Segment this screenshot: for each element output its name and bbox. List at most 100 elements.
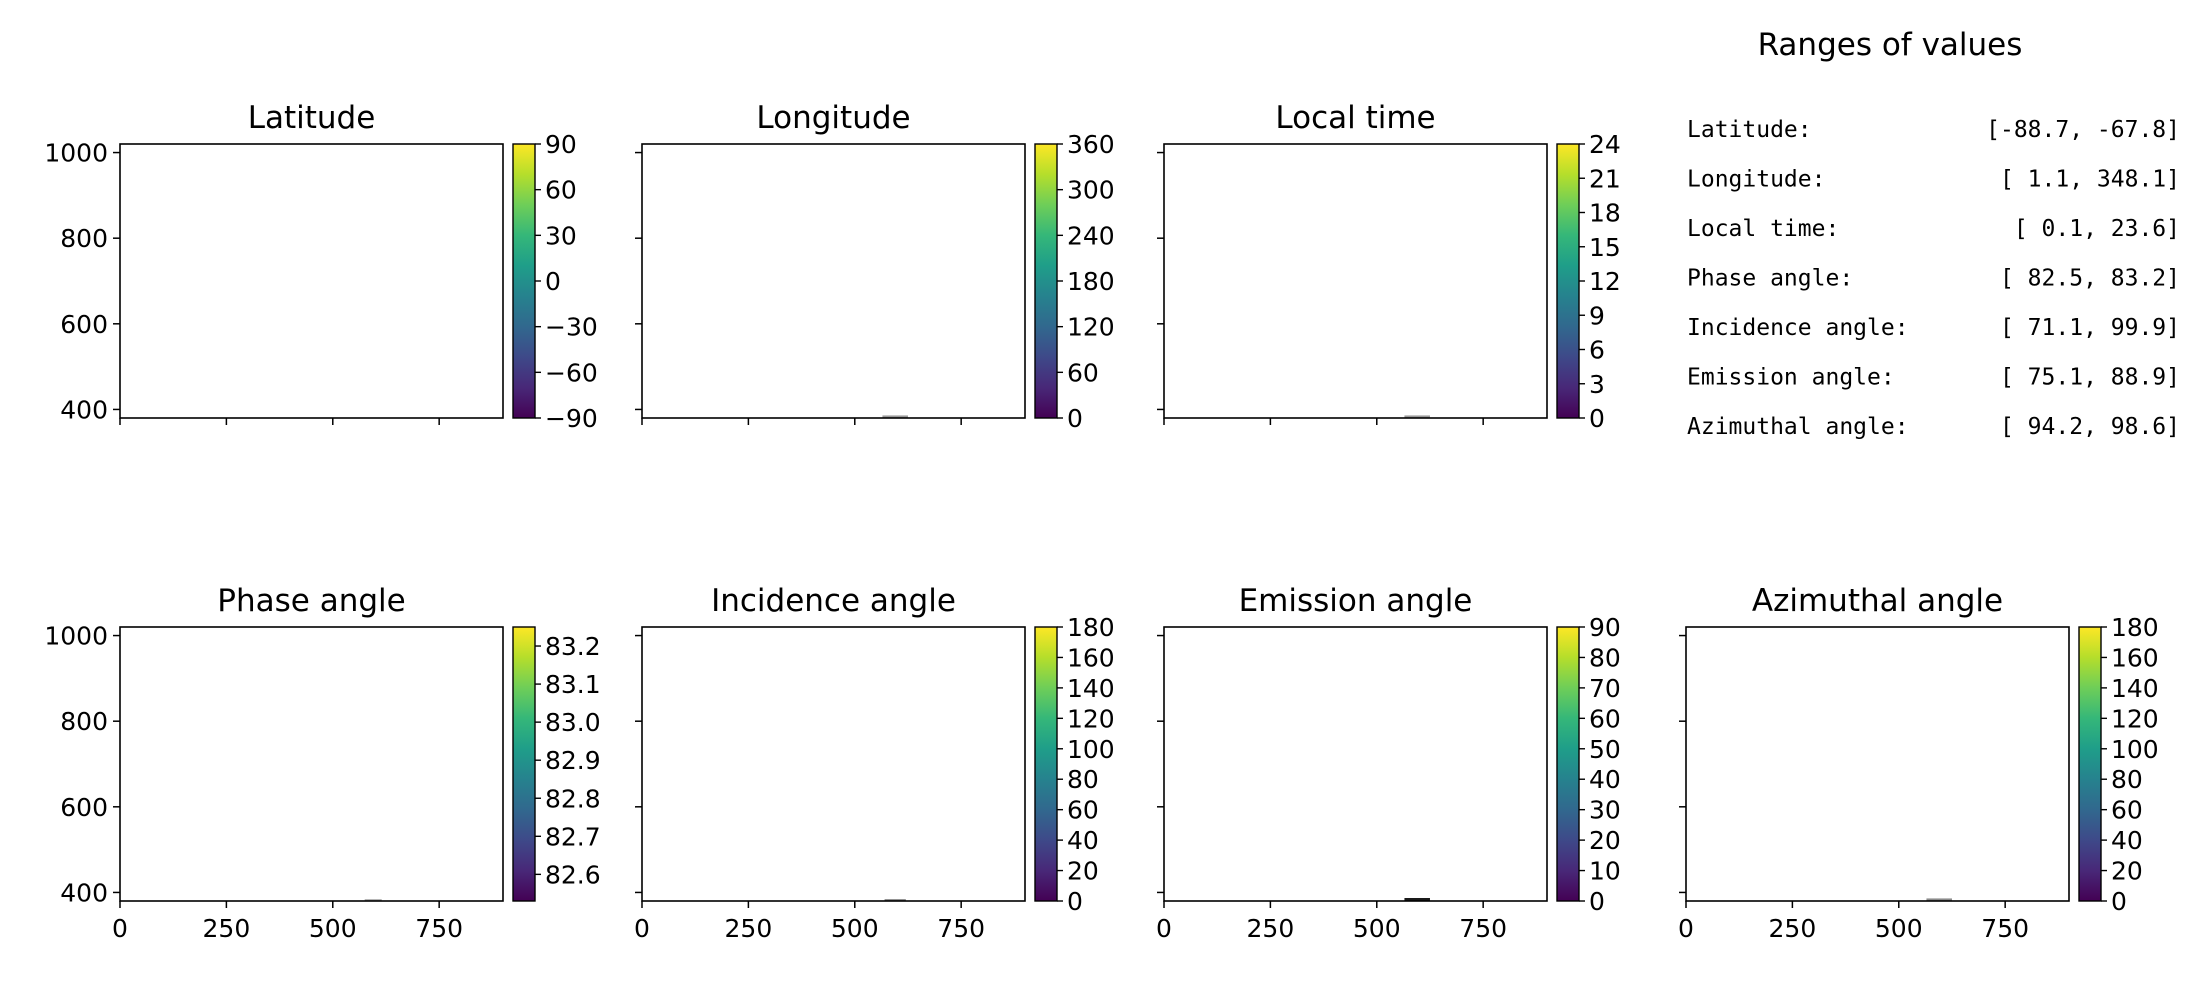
colorbar	[1034, 143, 1058, 419]
colorbar-tick-label: 360	[1067, 130, 1115, 159]
axes-frame	[641, 143, 1026, 419]
subplot-title: Emission angle	[1239, 583, 1473, 619]
axes-frame	[641, 626, 1026, 902]
colorbar	[1034, 626, 1058, 902]
colorbar-tick-label: 83.2	[545, 632, 601, 661]
colorbar-tick-label: 60	[545, 176, 577, 205]
range-label: Incidence angle:	[1687, 315, 1909, 341]
colorbar-tick-label: 0	[545, 267, 561, 296]
subplot-local-time: Local time 0 3 6 9 12 15 18 21 24	[1157, 100, 1621, 433]
range-label: Phase angle:	[1687, 266, 1853, 292]
range-value: [ 82.5, 83.2]	[2000, 266, 2180, 292]
subplots: Latitude4006008001000−90−60−300306090Lon…	[44, 100, 2158, 943]
colorbar-tick-label: 20	[1589, 826, 1621, 855]
colorbar-tick-label: 83.1	[545, 670, 601, 699]
x-tick-label: 750	[1981, 914, 2029, 943]
colorbar-tick-label: 300	[1067, 176, 1115, 205]
y-tick-label: 800	[60, 707, 108, 736]
colorbar-tick-label: 82.9	[545, 746, 601, 775]
colorbar-tick-label: 60	[2111, 796, 2143, 825]
colorbar-tick-label: 82.6	[545, 860, 601, 889]
colorbar-tick-label: −60	[545, 358, 598, 387]
y-tick-label: 1000	[44, 622, 108, 651]
ranges-rows: Latitude: [-88.7, -67.8] Longitude: [ 1.1, …	[1687, 117, 2180, 440]
colorbar-tick-label: 9	[1589, 301, 1605, 330]
colorbar-tick-label: 140	[1067, 674, 1115, 703]
colorbar	[2078, 626, 2102, 902]
colorbar-tick-label: 240	[1067, 221, 1115, 250]
x-tick-label: 250	[1769, 914, 1817, 943]
colorbar-tick-label: 80	[1067, 765, 1099, 794]
colorbar-tick-label: 60	[1067, 796, 1099, 825]
colorbar-tick-label: 40	[1067, 826, 1099, 855]
x-tick-label: 500	[831, 914, 879, 943]
colorbar-tick-label: 82.8	[545, 784, 601, 813]
subplot-longitude: Longitude 0 60 120 180 240 300 360	[635, 100, 1115, 433]
colorbar-tick-label: 6	[1589, 336, 1605, 365]
subplot-latitude: Latitude 400 600 800 1000 −90 −60 −30 0 30 60 90	[44, 100, 597, 433]
colorbar-tick-label: 120	[1067, 704, 1115, 733]
colorbar-tick-label: 0	[1067, 887, 1083, 916]
colorbar-tick-label: 100	[2111, 735, 2159, 764]
colorbar-tick-label: 0	[1589, 404, 1605, 433]
y-tick-label: 1000	[44, 139, 108, 168]
y-tick-label: 600	[60, 310, 108, 339]
range-value: [ 1.1, 348.1]	[2000, 167, 2180, 193]
x-tick-label: 250	[725, 914, 773, 943]
colorbar-tick-label: 160	[2111, 643, 2159, 672]
colorbar-tick-label: 30	[545, 221, 577, 250]
colorbar-tick-label: 100	[1067, 735, 1115, 764]
y-tick-label: 800	[60, 224, 108, 253]
colorbar-tick-label: 10	[1589, 857, 1621, 886]
colorbar-tick-label: 40	[2111, 826, 2143, 855]
colorbar-tick-label: 120	[2111, 704, 2159, 733]
subplot-title: Incidence angle	[711, 583, 956, 619]
x-tick-label: 500	[309, 914, 357, 943]
x-tick-label: 0	[112, 914, 128, 943]
range-value: [ 0.1, 23.6]	[2014, 216, 2180, 242]
colorbar-tick-label: 40	[1589, 765, 1621, 794]
colorbar-tick-label: 120	[1067, 313, 1115, 342]
subplot-title: Azimuthal angle	[1752, 583, 2003, 619]
colorbar-tick-label: 15	[1589, 233, 1621, 262]
subplot-title: Latitude	[248, 100, 376, 136]
colorbar-tick-label: −30	[545, 313, 598, 342]
range-label: Emission angle:	[1687, 365, 1895, 391]
colorbar-tick-label: 80	[2111, 765, 2143, 794]
colorbar-tick-label: −90	[545, 404, 598, 433]
axes-frame	[1163, 143, 1548, 419]
range-value: [-88.7, -67.8]	[1986, 117, 2180, 143]
y-tick-label: 400	[60, 878, 108, 907]
axes-frame	[1685, 626, 2070, 902]
subplot-phase-angle: Phase angle 0 250 500 750 400 600 800 1000 82.6 82…	[44, 583, 600, 943]
range-label: Local time:	[1687, 216, 1839, 242]
ranges-panel: Ranges of values Latitude: [-88.7, -67.8]…	[1687, 27, 2180, 440]
colorbar-tick-label: 18	[1589, 199, 1621, 228]
colorbar-tick-label: 30	[1589, 796, 1621, 825]
colorbar	[512, 626, 536, 902]
data-footprint	[1404, 898, 1430, 901]
colorbar-tick-label: 83.0	[545, 708, 601, 737]
x-tick-label: 250	[1247, 914, 1295, 943]
colorbar-tick-label: 82.7	[545, 822, 601, 851]
colorbar-tick-label: 50	[1589, 735, 1621, 764]
range-value: [ 75.1, 88.9]	[2000, 365, 2180, 391]
axes-frame	[119, 143, 504, 419]
colorbar-tick-label: 21	[1589, 164, 1621, 193]
axes-frame	[119, 626, 504, 902]
data-footprint	[1926, 898, 1952, 901]
colorbar-tick-label: 20	[1067, 857, 1099, 886]
colorbar-tick-label: 160	[1067, 643, 1115, 672]
range-label: Azimuthal angle:	[1687, 414, 1909, 440]
colorbar-tick-label: 0	[1067, 404, 1083, 433]
colorbar-tick-label: 80	[1589, 643, 1621, 672]
colorbar-tick-label: 180	[1067, 613, 1115, 642]
colorbar-tick-label: 24	[1589, 130, 1621, 159]
colorbar	[1556, 143, 1580, 419]
x-tick-label: 500	[1875, 914, 1923, 943]
subplot-title: Longitude	[756, 100, 910, 136]
colorbar-tick-label: 3	[1589, 370, 1605, 399]
colorbar-tick-label: 140	[2111, 674, 2159, 703]
